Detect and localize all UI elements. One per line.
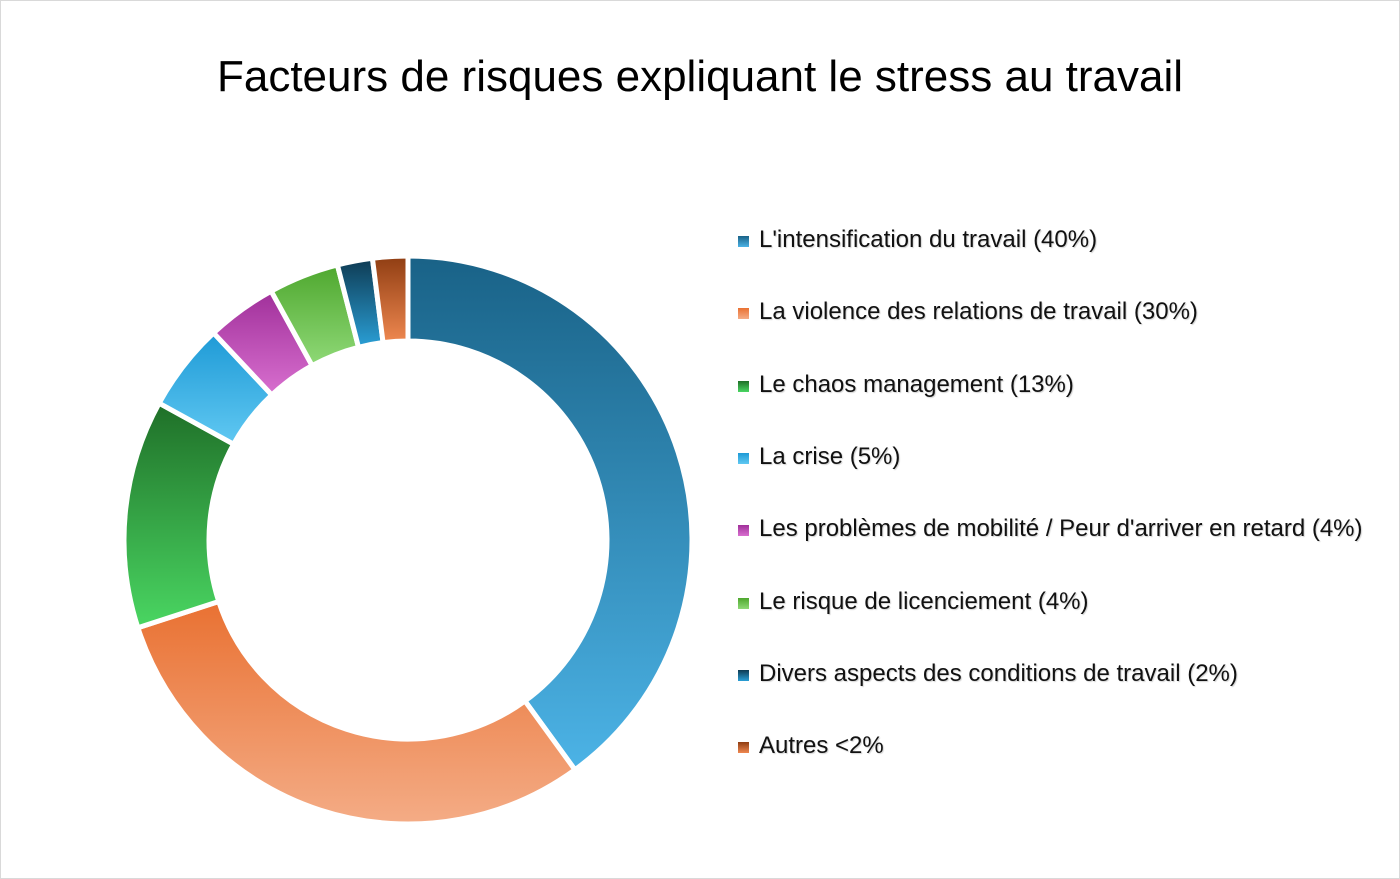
legend-item: La violence des relations de travail (30… <box>738 294 1198 330</box>
chart-title: Facteurs de risques expliquant le stress… <box>216 52 1184 101</box>
legend-label: Le chaos management (13%) <box>759 371 1074 398</box>
legend-swatch <box>738 453 749 464</box>
legend-label: La crise (5%) <box>759 443 901 470</box>
donut-slice <box>134 598 579 827</box>
donut-slice <box>369 253 411 346</box>
legend-item: Divers aspects des conditions de travail… <box>738 656 1238 692</box>
donut-slice <box>405 253 695 774</box>
legend-swatch <box>738 308 749 319</box>
legend-swatch <box>738 525 749 536</box>
legend-item: La crise (5%) <box>738 439 900 475</box>
legend-label: Divers aspects des conditions de travail… <box>759 660 1238 687</box>
legend-label: Le risque de licenciement (4%) <box>759 588 1089 615</box>
legend-swatch <box>738 598 749 609</box>
legend-item: Le risque de licenciement (4%) <box>738 584 1089 620</box>
legend-swatch <box>738 742 749 753</box>
legend-label: Les problèmes de mobilité / Peur d'arriv… <box>759 515 1363 542</box>
legend-swatch <box>738 236 749 247</box>
legend-label: Autres <2% <box>759 732 884 759</box>
legend-item: Autres <2% <box>738 728 884 764</box>
legend-item: Le chaos management (13%) <box>738 367 1074 403</box>
legend-label: La violence des relations de travail (30… <box>759 298 1198 325</box>
legend-label: L'intensification du travail (40%) <box>759 226 1098 253</box>
legend-swatch <box>738 670 749 681</box>
legend-swatch <box>738 381 749 392</box>
legend-item: L'intensification du travail (40%) <box>738 222 1097 258</box>
legend-item: Les problèmes de mobilité / Peur d'arriv… <box>738 511 1363 547</box>
